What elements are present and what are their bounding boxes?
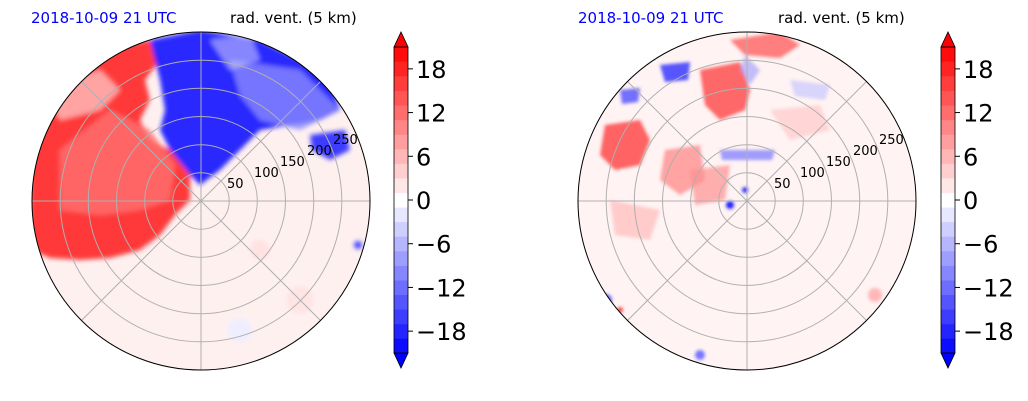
colorbar-segment: [394, 90, 408, 106]
colorbar-segment: [941, 61, 955, 77]
colorbar-tick-label: 18: [963, 56, 994, 84]
colorbar-tick-label: 0: [963, 187, 978, 215]
colorbar-tick-label: −18: [963, 318, 1014, 346]
colorbar-segment: [941, 221, 955, 237]
panel-1-colorbar: 18 12 6 0 −6 −12 −18: [393, 31, 467, 369]
colorbar-segment: [941, 280, 955, 296]
colorbar-tick-label: 18: [416, 56, 447, 84]
colorbar-segment: [394, 47, 408, 62]
panel-2-rlabel: 100: [800, 166, 825, 181]
colorbar-segment: [394, 119, 408, 135]
panel-2-rlabel: 250: [879, 133, 904, 148]
colorbar-segment: [394, 251, 408, 266]
colorbar-segment: [941, 119, 955, 135]
colorbar-tick-label: 12: [416, 100, 447, 128]
colorbar-segment: [941, 163, 955, 179]
colorbar-tick-label: −6: [416, 231, 451, 259]
panel-2-positive-region: [600, 120, 650, 170]
colorbar-tick-label: −12: [416, 274, 467, 302]
panel-1-variable-title: rad. vent. (5 km): [230, 9, 357, 27]
panel-1-outline: [31, 31, 371, 371]
panel-1-date-title: 2018-10-09 21 UTC: [31, 9, 177, 27]
panel-1-rlabel: 200: [307, 144, 332, 159]
panel-2-radial-labels: 50 100 150 200 250: [774, 133, 904, 192]
panel-2-angular-grid: [578, 32, 916, 370]
colorbar-segment: [394, 105, 408, 121]
colorbar-segment: [941, 105, 955, 121]
panel-2-outline: [577, 31, 917, 371]
colorbar-segment: [394, 61, 408, 77]
colorbar-segment: [394, 294, 408, 310]
colorbar-segment: [394, 207, 408, 223]
colorbar-segment: [941, 149, 955, 164]
colorbar-segment: [394, 280, 408, 296]
panel-2-colorbar: 18 12 6 0 −6 −12 −18: [940, 31, 1014, 369]
colorbar-segment: [394, 163, 408, 179]
colorbar-tick-label: −6: [963, 231, 998, 259]
colorbar-segment: [394, 178, 408, 194]
colorbar-segment: [941, 47, 955, 62]
panel-1-negative-region: [150, 32, 340, 185]
colorbar-extend-max: [393, 31, 409, 48]
panel-1: 2018-10-09 21 UTC rad. vent. (5 km): [31, 9, 467, 371]
colorbar-segment: [394, 134, 408, 150]
panel-2-negative-region: [660, 62, 690, 82]
colorbar-tick-label: 6: [416, 143, 431, 171]
colorbar-tick-label: 12: [963, 100, 994, 128]
panel-1-rlabel: 100: [254, 166, 279, 181]
colorbar-segment: [941, 236, 955, 252]
panel-2-rlabel: 50: [774, 177, 791, 192]
colorbar-extend-min: [393, 352, 409, 369]
colorbar-tick-label: 0: [416, 187, 431, 215]
panel-2: 2018-10-09 21 UTC rad. vent. (5 km): [577, 9, 1014, 371]
panel-2-date-title: 2018-10-09 21 UTC: [578, 9, 724, 27]
colorbar-extend-max: [940, 31, 956, 48]
colorbar-segment: [941, 207, 955, 223]
colorbar-segment: [941, 90, 955, 106]
colorbar-segment: [394, 76, 408, 92]
colorbar-segment: [941, 134, 955, 150]
colorbar-segment: [941, 251, 955, 266]
panel-1-angular-grid: [32, 32, 370, 370]
colorbar-segment: [394, 323, 408, 339]
colorbar-segment: [394, 192, 408, 208]
colorbar-segment: [394, 309, 408, 325]
colorbar-segment: [394, 236, 408, 252]
colorbar-extend-min: [940, 352, 956, 369]
panel-2-rlabel: 200: [853, 144, 878, 159]
colorbar-segment: [941, 294, 955, 310]
panel-2-rlabel: 150: [826, 155, 851, 170]
colorbar-segment: [941, 178, 955, 194]
panel-1-radial-labels: 50 100 150 200 250: [227, 133, 358, 192]
panel-1-rlabel: 50: [227, 177, 244, 192]
colorbar-segment: [394, 149, 408, 164]
colorbar-tick-label: 6: [963, 143, 978, 171]
colorbar-segment: [941, 323, 955, 339]
colorbar-tick-label: −18: [416, 318, 467, 346]
colorbar-segment: [941, 192, 955, 208]
colorbar-tick-label: −12: [963, 274, 1014, 302]
colorbar-segment: [394, 265, 408, 281]
panel-2-variable-title: rad. vent. (5 km): [778, 9, 905, 27]
panel-1-rlabel: 150: [280, 155, 305, 170]
colorbar-segment: [394, 338, 408, 354]
colorbar-segment: [941, 76, 955, 92]
colorbar-segment: [941, 338, 955, 354]
colorbar-segment: [941, 265, 955, 281]
colorbar-segment: [394, 221, 408, 237]
panel-1-rlabel: 250: [333, 133, 358, 148]
colorbar-segment: [941, 309, 955, 325]
